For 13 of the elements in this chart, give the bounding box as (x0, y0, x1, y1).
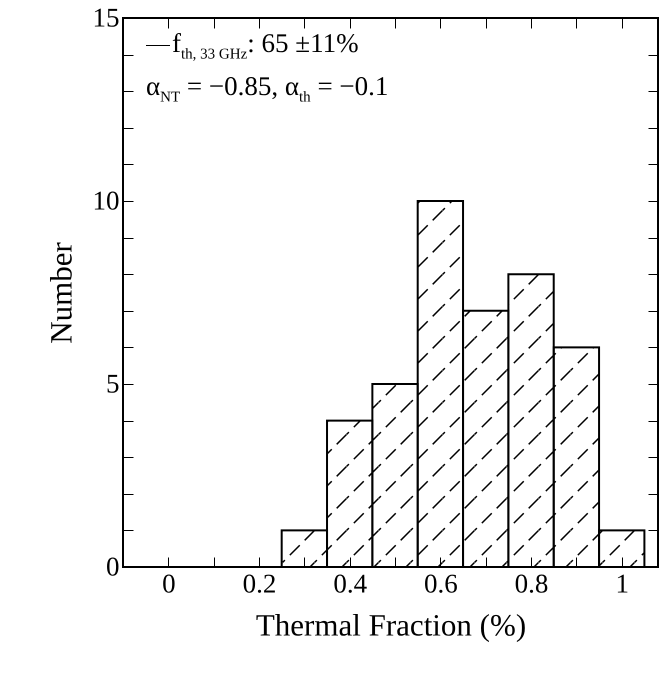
x-tick-label: 0 (162, 568, 176, 598)
x-tick-label: 0.2 (242, 568, 276, 598)
annotation: α$_{NT}$ = −0.85, α$_{th}$ = −0.1 (146, 71, 388, 106)
y-axis-title: Number (44, 242, 78, 344)
y-tick-label: 15 (92, 2, 120, 32)
x-tick-label: 0.8 (514, 568, 548, 598)
x-axis-title: Thermal Fraction (%) (256, 608, 526, 642)
y-tick-label: 5 (106, 368, 120, 398)
x-tick-label: 1 (615, 568, 629, 598)
y-tick-label: 10 (92, 186, 120, 216)
annotation: f$_{th, 33 GHz}$: 65 ±11% (172, 28, 359, 62)
x-tick-label: 0.4 (333, 568, 368, 598)
x-tick-label: 0.6 (424, 568, 458, 598)
